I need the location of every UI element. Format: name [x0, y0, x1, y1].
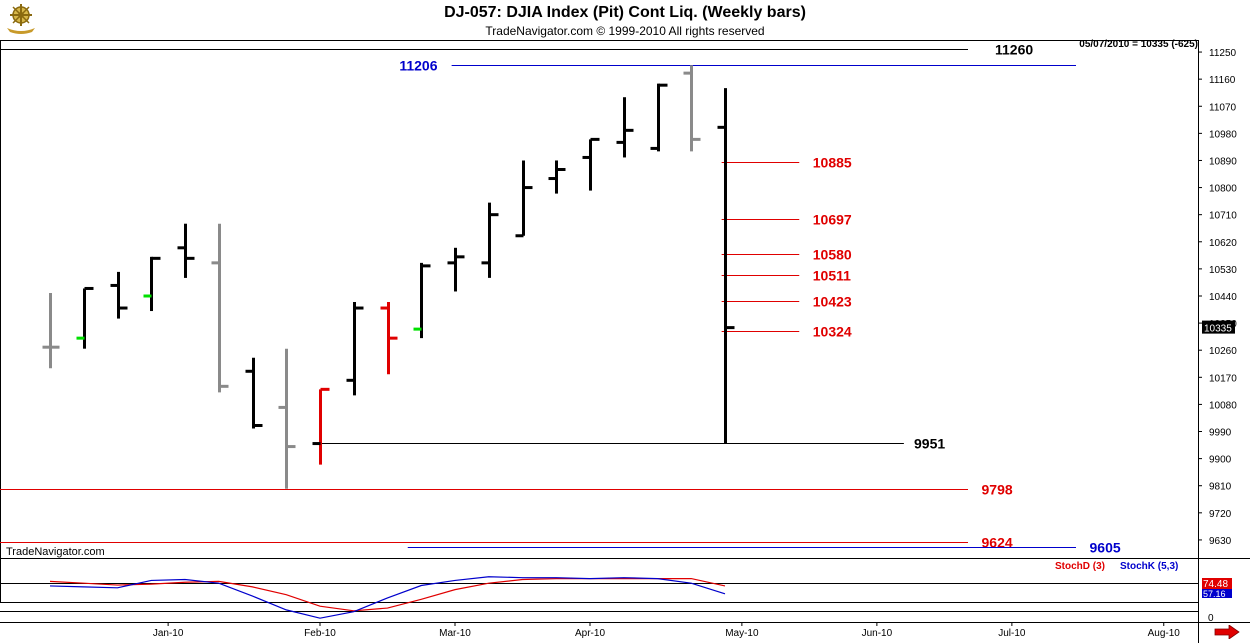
y-tick-label: 9900: [1209, 455, 1232, 466]
chart-frame: [0, 40, 1199, 603]
y-tick-label: 10530: [1209, 265, 1237, 276]
stochd-legend: StochD (3): [1055, 561, 1105, 572]
watermark-text: TradeNavigator.com: [6, 546, 105, 558]
y-tick-label: 10800: [1209, 184, 1237, 195]
level-label: 10885: [813, 155, 852, 171]
last-price-box: [1202, 320, 1235, 334]
x-tick-label: Aug-10: [1148, 628, 1181, 639]
ship-wheel-logo-icon[interactable]: [4, 3, 38, 35]
y-tick-label: 10260: [1209, 346, 1237, 357]
stochk-value-label: 57.16: [1203, 589, 1226, 599]
last-price-label: 10335: [1204, 324, 1232, 335]
y-tick-label: 9630: [1209, 536, 1232, 547]
level-label: 9798: [982, 482, 1013, 498]
y-tick-label: 9810: [1209, 482, 1232, 493]
chart-subtitle: TradeNavigator.com © 1999-2010 All right…: [485, 24, 765, 38]
y-tick-label: 10710: [1209, 211, 1237, 222]
last-price-stamp: 05/07/2010 = 10335 (-625): [1079, 39, 1198, 50]
level-label: 10423: [813, 294, 852, 310]
stochk-legend: StochK (5,3): [1120, 561, 1179, 572]
level-label: 9605: [1090, 540, 1121, 556]
y-tick-label: 11250: [1209, 48, 1237, 59]
level-label: 10324: [813, 324, 852, 340]
y-tick-label: 10440: [1209, 292, 1237, 303]
x-tick-label: Jun-10: [862, 628, 893, 639]
y-tick-label: 11070: [1209, 102, 1237, 113]
stochd-value-label: 74.48: [1203, 579, 1228, 590]
level-label: 10697: [813, 212, 852, 228]
y-tick-label: 9720: [1209, 509, 1232, 520]
x-tick-label: Jul-10: [998, 628, 1026, 639]
x-tick-label: Jan-10: [153, 628, 184, 639]
level-label: 11260: [995, 42, 1033, 58]
level-label: 10580: [813, 247, 852, 263]
y-tick-label: 10170: [1209, 373, 1237, 384]
level-label: 10511: [813, 268, 851, 284]
right-arrow-icon[interactable]: [1214, 625, 1240, 639]
level-label: 9624: [982, 535, 1013, 551]
stochk-line: [49, 576, 726, 619]
x-tick-label: Feb-10: [304, 628, 336, 639]
stochk-value-box: [1202, 589, 1232, 598]
stoch-y-tick-label: 0: [1208, 613, 1214, 624]
x-tick-label: May-10: [725, 628, 759, 639]
x-tick-label: Mar-10: [439, 628, 471, 639]
stochd-line: [49, 578, 726, 612]
y-tick-label: 10890: [1209, 156, 1237, 167]
y-tick-label: 10620: [1209, 238, 1237, 249]
y-tick-label: 10080: [1209, 400, 1237, 411]
stochd-value-box: [1202, 578, 1232, 589]
y-tick-label: 10980: [1209, 129, 1237, 140]
y-tick-label: 9990: [1209, 428, 1232, 439]
y-tick-label: 11160: [1209, 75, 1236, 86]
chart-title: DJ-057: DJIA Index (Pit) Cont Liq. (Week…: [444, 4, 806, 21]
x-tick-label: Apr-10: [575, 628, 605, 639]
level-label: 9951: [914, 436, 945, 452]
level-label: 11206: [399, 58, 437, 74]
